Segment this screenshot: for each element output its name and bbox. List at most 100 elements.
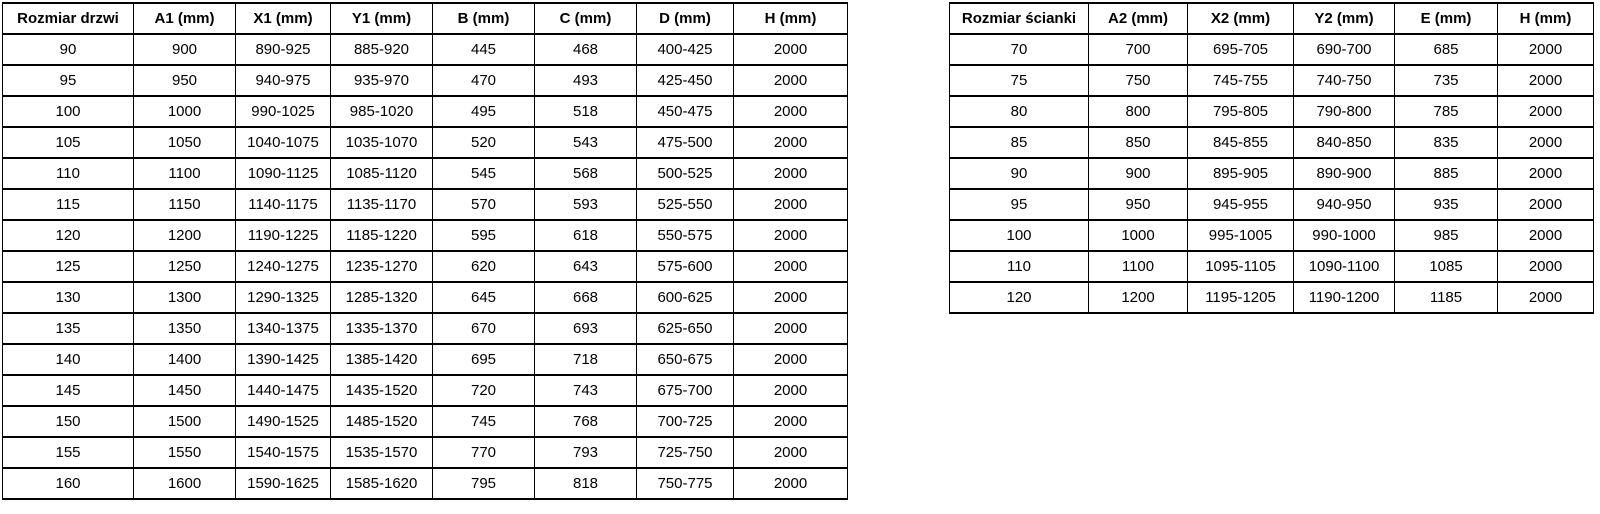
table-cell: 500-525 [636, 157, 734, 190]
table-cell: 90 [2, 33, 134, 66]
table-row: 95 950 940-975 935-970 470 493 425-450 2000 [2, 64, 848, 97]
table-cell: 700-725 [636, 405, 734, 438]
table-cell: 1350 [133, 312, 236, 345]
table-cell: 450-475 [636, 95, 734, 128]
table-cell: 470 [432, 64, 535, 97]
table-cell: 2000 [733, 33, 848, 66]
table-cell: 695 [432, 343, 535, 376]
table-cell: 90 [949, 157, 1089, 190]
table-row: 120 1200 1195-1205 1190-1200 1185 2000 [949, 281, 1594, 314]
table-cell: 2000 [733, 250, 848, 283]
table-cell: 790-800 [1293, 95, 1395, 128]
table-cell: 85 [949, 126, 1089, 159]
table-cell: 495 [432, 95, 535, 128]
table-cell: 1450 [133, 374, 236, 407]
table-cell: 2000 [733, 219, 848, 252]
table-cell: 693 [534, 312, 637, 345]
table-row: 155 1550 1540-1575 1535-1570 770 793 725-750 20… [2, 436, 848, 469]
table-row: 70 700 695-705 690-700 685 2000 [949, 33, 1594, 66]
wall-size-table: Rozmiar ścianki A2 (mm) X2 (mm) Y2 (mm) E (m… [949, 2, 1594, 314]
table-cell: 110 [2, 157, 134, 190]
table-cell: 445 [432, 33, 535, 66]
table-row: 95 950 945-955 940-950 935 2000 [949, 188, 1594, 221]
header-cell: X2 (mm) [1187, 2, 1294, 35]
table-cell: 95 [949, 188, 1089, 221]
table-cell: 740-750 [1293, 64, 1395, 97]
table-cell: 1390-1425 [235, 343, 331, 376]
header-cell: Rozmiar ścianki [949, 2, 1089, 35]
table-cell: 2000 [733, 374, 848, 407]
header-cell: A2 (mm) [1088, 2, 1188, 35]
table-cell: 2000 [733, 188, 848, 221]
table-cell: 1490-1525 [235, 405, 331, 438]
table-cell: 675-700 [636, 374, 734, 407]
table-cell: 1185-1220 [330, 219, 433, 252]
table-cell: 2000 [1497, 188, 1594, 221]
table-cell: 643 [534, 250, 637, 283]
table-cell: 940-950 [1293, 188, 1395, 221]
table-cell: 2000 [733, 64, 848, 97]
table-cell: 718 [534, 343, 637, 376]
table-cell: 2000 [1497, 281, 1594, 314]
table-cell: 1500 [133, 405, 236, 438]
table-cell: 620 [432, 250, 535, 283]
table-cell: 2000 [1497, 219, 1594, 252]
table-cell: 690-700 [1293, 33, 1395, 66]
table-cell: 1240-1275 [235, 250, 331, 283]
table-cell: 518 [534, 95, 637, 128]
table-cell: 2000 [733, 281, 848, 314]
table-row: 110 1100 1090-1125 1085-1120 545 568 500-525 20… [2, 157, 848, 190]
table-row: 160 1600 1590-1625 1585-1620 795 818 750-775 20… [2, 467, 848, 500]
table-cell: 95 [2, 64, 134, 97]
table-cell: 885-920 [330, 33, 433, 66]
table-cell: 75 [949, 64, 1089, 97]
table-cell: 1200 [133, 219, 236, 252]
table-cell: 1290-1325 [235, 281, 331, 314]
table-cell: 685 [1394, 33, 1498, 66]
header-cell: H (mm) [733, 2, 848, 35]
table-cell: 1100 [1088, 250, 1188, 283]
wall-table-header: Rozmiar ścianki A2 (mm) X2 (mm) Y2 (mm) E (m… [949, 2, 1594, 35]
door-table-body: 90 900 890-925 885-920 445 468 400-425 2000 95 95… [2, 33, 848, 500]
table-cell: 900 [133, 33, 236, 66]
table-cell: 2000 [1497, 33, 1594, 66]
table-cell: 545 [432, 157, 535, 190]
table-cell: 670 [432, 312, 535, 345]
table-cell: 645 [432, 281, 535, 314]
table-cell: 1300 [133, 281, 236, 314]
table-cell: 100 [949, 219, 1089, 252]
header-cell: Y2 (mm) [1293, 2, 1395, 35]
table-cell: 1085-1120 [330, 157, 433, 190]
table-cell: 2000 [733, 157, 848, 190]
wall-table-body: 70 700 695-705 690-700 685 2000 75 750 745-755 74… [949, 33, 1594, 314]
table-row: 85 850 845-855 840-850 835 2000 [949, 126, 1594, 159]
table-cell: 890-900 [1293, 157, 1395, 190]
table-cell: 743 [534, 374, 637, 407]
table-cell: 1095-1105 [1187, 250, 1294, 283]
table-cell: 125 [2, 250, 134, 283]
table-cell: 2000 [1497, 250, 1594, 283]
table-cell: 2000 [733, 436, 848, 469]
table-cell: 105 [2, 126, 134, 159]
table-row: 75 750 745-755 740-750 735 2000 [949, 64, 1594, 97]
table-cell: 1140-1175 [235, 188, 331, 221]
table-cell: 475-500 [636, 126, 734, 159]
table-row: 135 1350 1340-1375 1335-1370 670 693 625-650 20… [2, 312, 848, 345]
table-cell: 985 [1394, 219, 1498, 252]
table-cell: 2000 [733, 343, 848, 376]
table-cell: 725-750 [636, 436, 734, 469]
table-cell: 1100 [133, 157, 236, 190]
table-row: 90 900 895-905 890-900 885 2000 [949, 157, 1594, 190]
table-cell: 1000 [133, 95, 236, 128]
table-row: 110 1100 1095-1105 1090-1100 1085 2000 [949, 250, 1594, 283]
table-cell: 885 [1394, 157, 1498, 190]
table-row: 150 1500 1490-1525 1485-1520 745 768 700-725 20… [2, 405, 848, 438]
table-cell: 593 [534, 188, 637, 221]
header-row: Rozmiar ścianki A2 (mm) X2 (mm) Y2 (mm) E (m… [949, 2, 1594, 35]
table-cell: 618 [534, 219, 637, 252]
header-cell: A1 (mm) [133, 2, 236, 35]
table-cell: 895-905 [1187, 157, 1294, 190]
table-cell: 840-850 [1293, 126, 1395, 159]
table-cell: 1385-1420 [330, 343, 433, 376]
header-cell: E (mm) [1394, 2, 1498, 35]
